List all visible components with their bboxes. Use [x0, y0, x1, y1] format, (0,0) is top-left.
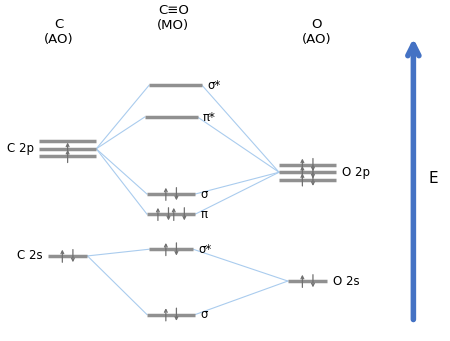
Text: π: π — [201, 208, 207, 221]
Text: C
(AO): C (AO) — [44, 18, 74, 46]
Text: C≡O
(MO): C≡O (MO) — [157, 4, 189, 32]
Text: σ: σ — [201, 308, 208, 321]
Text: C 2p: C 2p — [7, 142, 34, 155]
Text: O 2s: O 2s — [333, 275, 360, 287]
Text: O
(AO): O (AO) — [302, 18, 331, 46]
Text: O 2p: O 2p — [342, 166, 369, 179]
Text: C 2s: C 2s — [17, 249, 42, 263]
Text: E: E — [429, 172, 438, 187]
Text: π*: π* — [203, 110, 216, 123]
Text: σ*: σ* — [198, 243, 211, 256]
Text: σ: σ — [201, 188, 208, 201]
Text: σ*: σ* — [207, 79, 220, 92]
